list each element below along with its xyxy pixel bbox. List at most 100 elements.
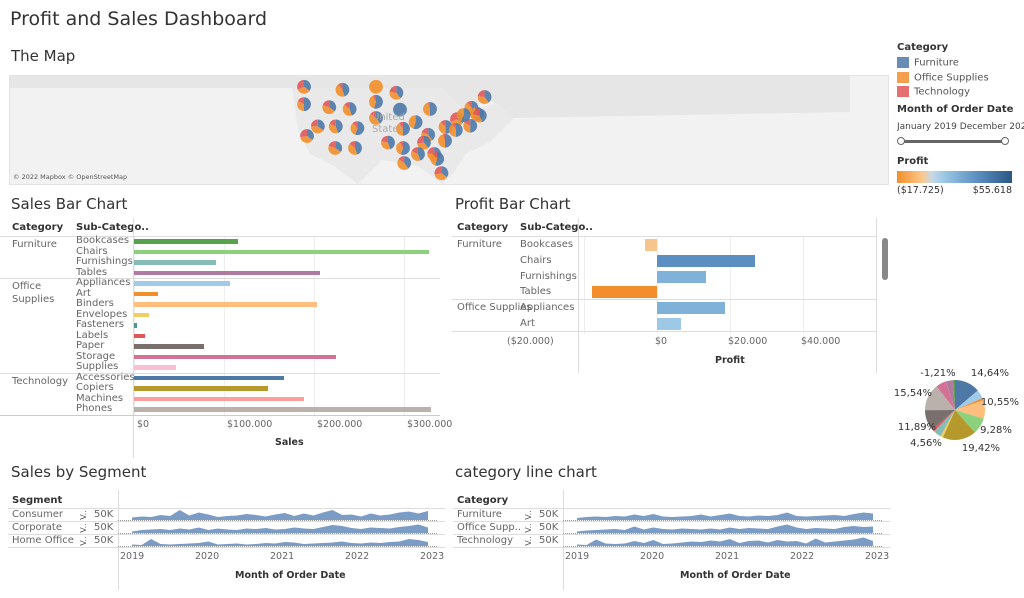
pie-slice[interactable] xyxy=(936,381,955,410)
map-pie-marker[interactable] xyxy=(472,108,487,123)
sales-bar-art[interactable] xyxy=(134,291,159,296)
map-pie-marker[interactable] xyxy=(369,111,383,125)
sales-bar-storage[interactable] xyxy=(134,354,336,359)
sales-bar-copiers[interactable] xyxy=(134,386,269,391)
sales-bar-labels[interactable] xyxy=(134,333,146,338)
map-pie-marker[interactable] xyxy=(438,120,453,134)
map-pie-marker[interactable] xyxy=(328,141,343,155)
map-pie-marker[interactable] xyxy=(297,97,311,112)
sales-bar-accessories[interactable] xyxy=(134,375,285,380)
pie-slice[interactable] xyxy=(925,386,955,411)
map-pie-marker[interactable] xyxy=(300,129,314,143)
map-pie-slice xyxy=(442,133,445,141)
sales-bar-envelopes[interactable] xyxy=(134,312,150,317)
map-pie-slice xyxy=(349,102,357,116)
legend-item-furniture[interactable]: Furniture xyxy=(897,57,1024,69)
pie-slice[interactable] xyxy=(945,380,955,410)
profit-bar-furnishings[interactable] xyxy=(657,270,706,283)
pie-slice[interactable] xyxy=(955,410,984,433)
map-pie-marker[interactable] xyxy=(477,90,492,104)
profit-bar-tables[interactable] xyxy=(592,286,657,299)
sales-bar-machines[interactable] xyxy=(134,396,305,401)
sales-bar-phones[interactable] xyxy=(134,407,431,412)
sparkline-area[interactable] xyxy=(118,534,438,547)
legend-item-technology[interactable]: Technology xyxy=(897,86,1024,98)
map-pie-marker[interactable] xyxy=(396,141,410,155)
pie-slice[interactable] xyxy=(933,410,955,437)
map-pie-marker[interactable] xyxy=(393,102,407,117)
pie-slice[interactable] xyxy=(942,410,975,440)
map-pie-slice xyxy=(344,102,350,109)
sales-bar-chairs[interactable] xyxy=(134,249,430,254)
legend-swatch xyxy=(897,71,909,83)
pie-slice[interactable] xyxy=(955,380,978,410)
map-pie-marker[interactable] xyxy=(448,123,463,137)
sales-bar-fasteners[interactable] xyxy=(134,323,137,328)
map-canvas[interactable] xyxy=(10,76,889,185)
map-pie-marker[interactable] xyxy=(389,85,404,100)
map-pie-marker[interactable] xyxy=(411,147,425,161)
map-pie-marker[interactable] xyxy=(348,141,362,155)
legend-item-office-supplies[interactable]: Office Supplies xyxy=(897,71,1024,83)
profit-bar-appliances[interactable] xyxy=(657,302,725,315)
map-pie-marker[interactable] xyxy=(328,119,343,134)
map-pie-marker[interactable] xyxy=(423,102,437,116)
map-pie-marker[interactable] xyxy=(396,121,410,136)
map-pie-slice xyxy=(310,125,324,134)
profit-bar-art[interactable] xyxy=(657,318,681,330)
map-pie-marker[interactable] xyxy=(369,79,383,94)
vertical-scrollbar[interactable] xyxy=(882,238,888,280)
sales-bar-furnishings[interactable] xyxy=(134,260,216,265)
subcategory-label: Art xyxy=(76,287,91,299)
map-pie-marker[interactable] xyxy=(342,102,357,116)
map-pie-marker[interactable] xyxy=(408,115,423,130)
row-label: Consumer xyxy=(12,509,63,520)
map-pie-slice xyxy=(396,85,404,99)
map-pie-marker[interactable] xyxy=(335,82,350,97)
sales-bar-tables[interactable] xyxy=(134,270,321,275)
map-pie-marker[interactable] xyxy=(297,79,311,94)
pie-slice[interactable] xyxy=(932,410,955,432)
map-pie-marker[interactable] xyxy=(438,133,452,148)
gridline xyxy=(404,236,405,415)
map-pie-marker[interactable] xyxy=(322,100,337,115)
map-pie-marker[interactable] xyxy=(456,108,471,122)
sales-bar-bookcases[interactable] xyxy=(134,239,238,244)
pie-slice-label: 4,56% xyxy=(910,438,942,449)
pie-slice[interactable] xyxy=(952,380,955,410)
sparkline-area[interactable] xyxy=(563,508,883,521)
map-pie-marker[interactable] xyxy=(350,121,365,136)
pie-slice[interactable] xyxy=(940,410,955,438)
date-range-slider[interactable] xyxy=(897,136,1009,148)
pie-slice[interactable] xyxy=(955,390,983,410)
map-pie-slice xyxy=(342,104,352,116)
sparkline-area[interactable] xyxy=(118,508,438,521)
map-pie-marker[interactable] xyxy=(397,156,412,170)
sales-bar-binders[interactable] xyxy=(134,302,317,307)
map-pie-slice xyxy=(473,108,480,116)
map-pie-marker[interactable] xyxy=(369,94,383,109)
slider-handle-start[interactable] xyxy=(897,136,905,145)
map-view[interactable]: United States © 2022 Mapbox © OpenStreetM… xyxy=(9,75,889,185)
sparkline-area[interactable] xyxy=(563,534,883,547)
sparkline-area[interactable] xyxy=(118,521,438,534)
country-label: United States xyxy=(372,112,405,136)
sparkline-area[interactable] xyxy=(563,521,883,534)
sales-bar-appliances[interactable] xyxy=(134,281,231,286)
slider-handle-end[interactable] xyxy=(1001,136,1009,145)
map-attribution[interactable]: © 2022 Mapbox © OpenStreetMap xyxy=(13,173,128,181)
map-pie-marker[interactable] xyxy=(430,151,445,166)
profit-bar-chairs[interactable] xyxy=(657,254,755,267)
sales-bar-paper[interactable] xyxy=(134,344,205,349)
map-pie-slice xyxy=(434,166,442,175)
pie-slice[interactable] xyxy=(925,410,955,430)
group-divider xyxy=(452,236,876,237)
map-pie-marker[interactable] xyxy=(434,166,449,181)
sales-bar-supplies[interactable] xyxy=(134,365,177,370)
profit-bar-bookcases[interactable] xyxy=(644,239,657,251)
map-pie-marker[interactable] xyxy=(310,119,325,134)
pie-slice[interactable] xyxy=(955,400,985,419)
x-tick-label: 2021 xyxy=(270,551,295,562)
map-pie-marker[interactable] xyxy=(381,135,395,150)
pie-slice[interactable] xyxy=(955,397,984,410)
